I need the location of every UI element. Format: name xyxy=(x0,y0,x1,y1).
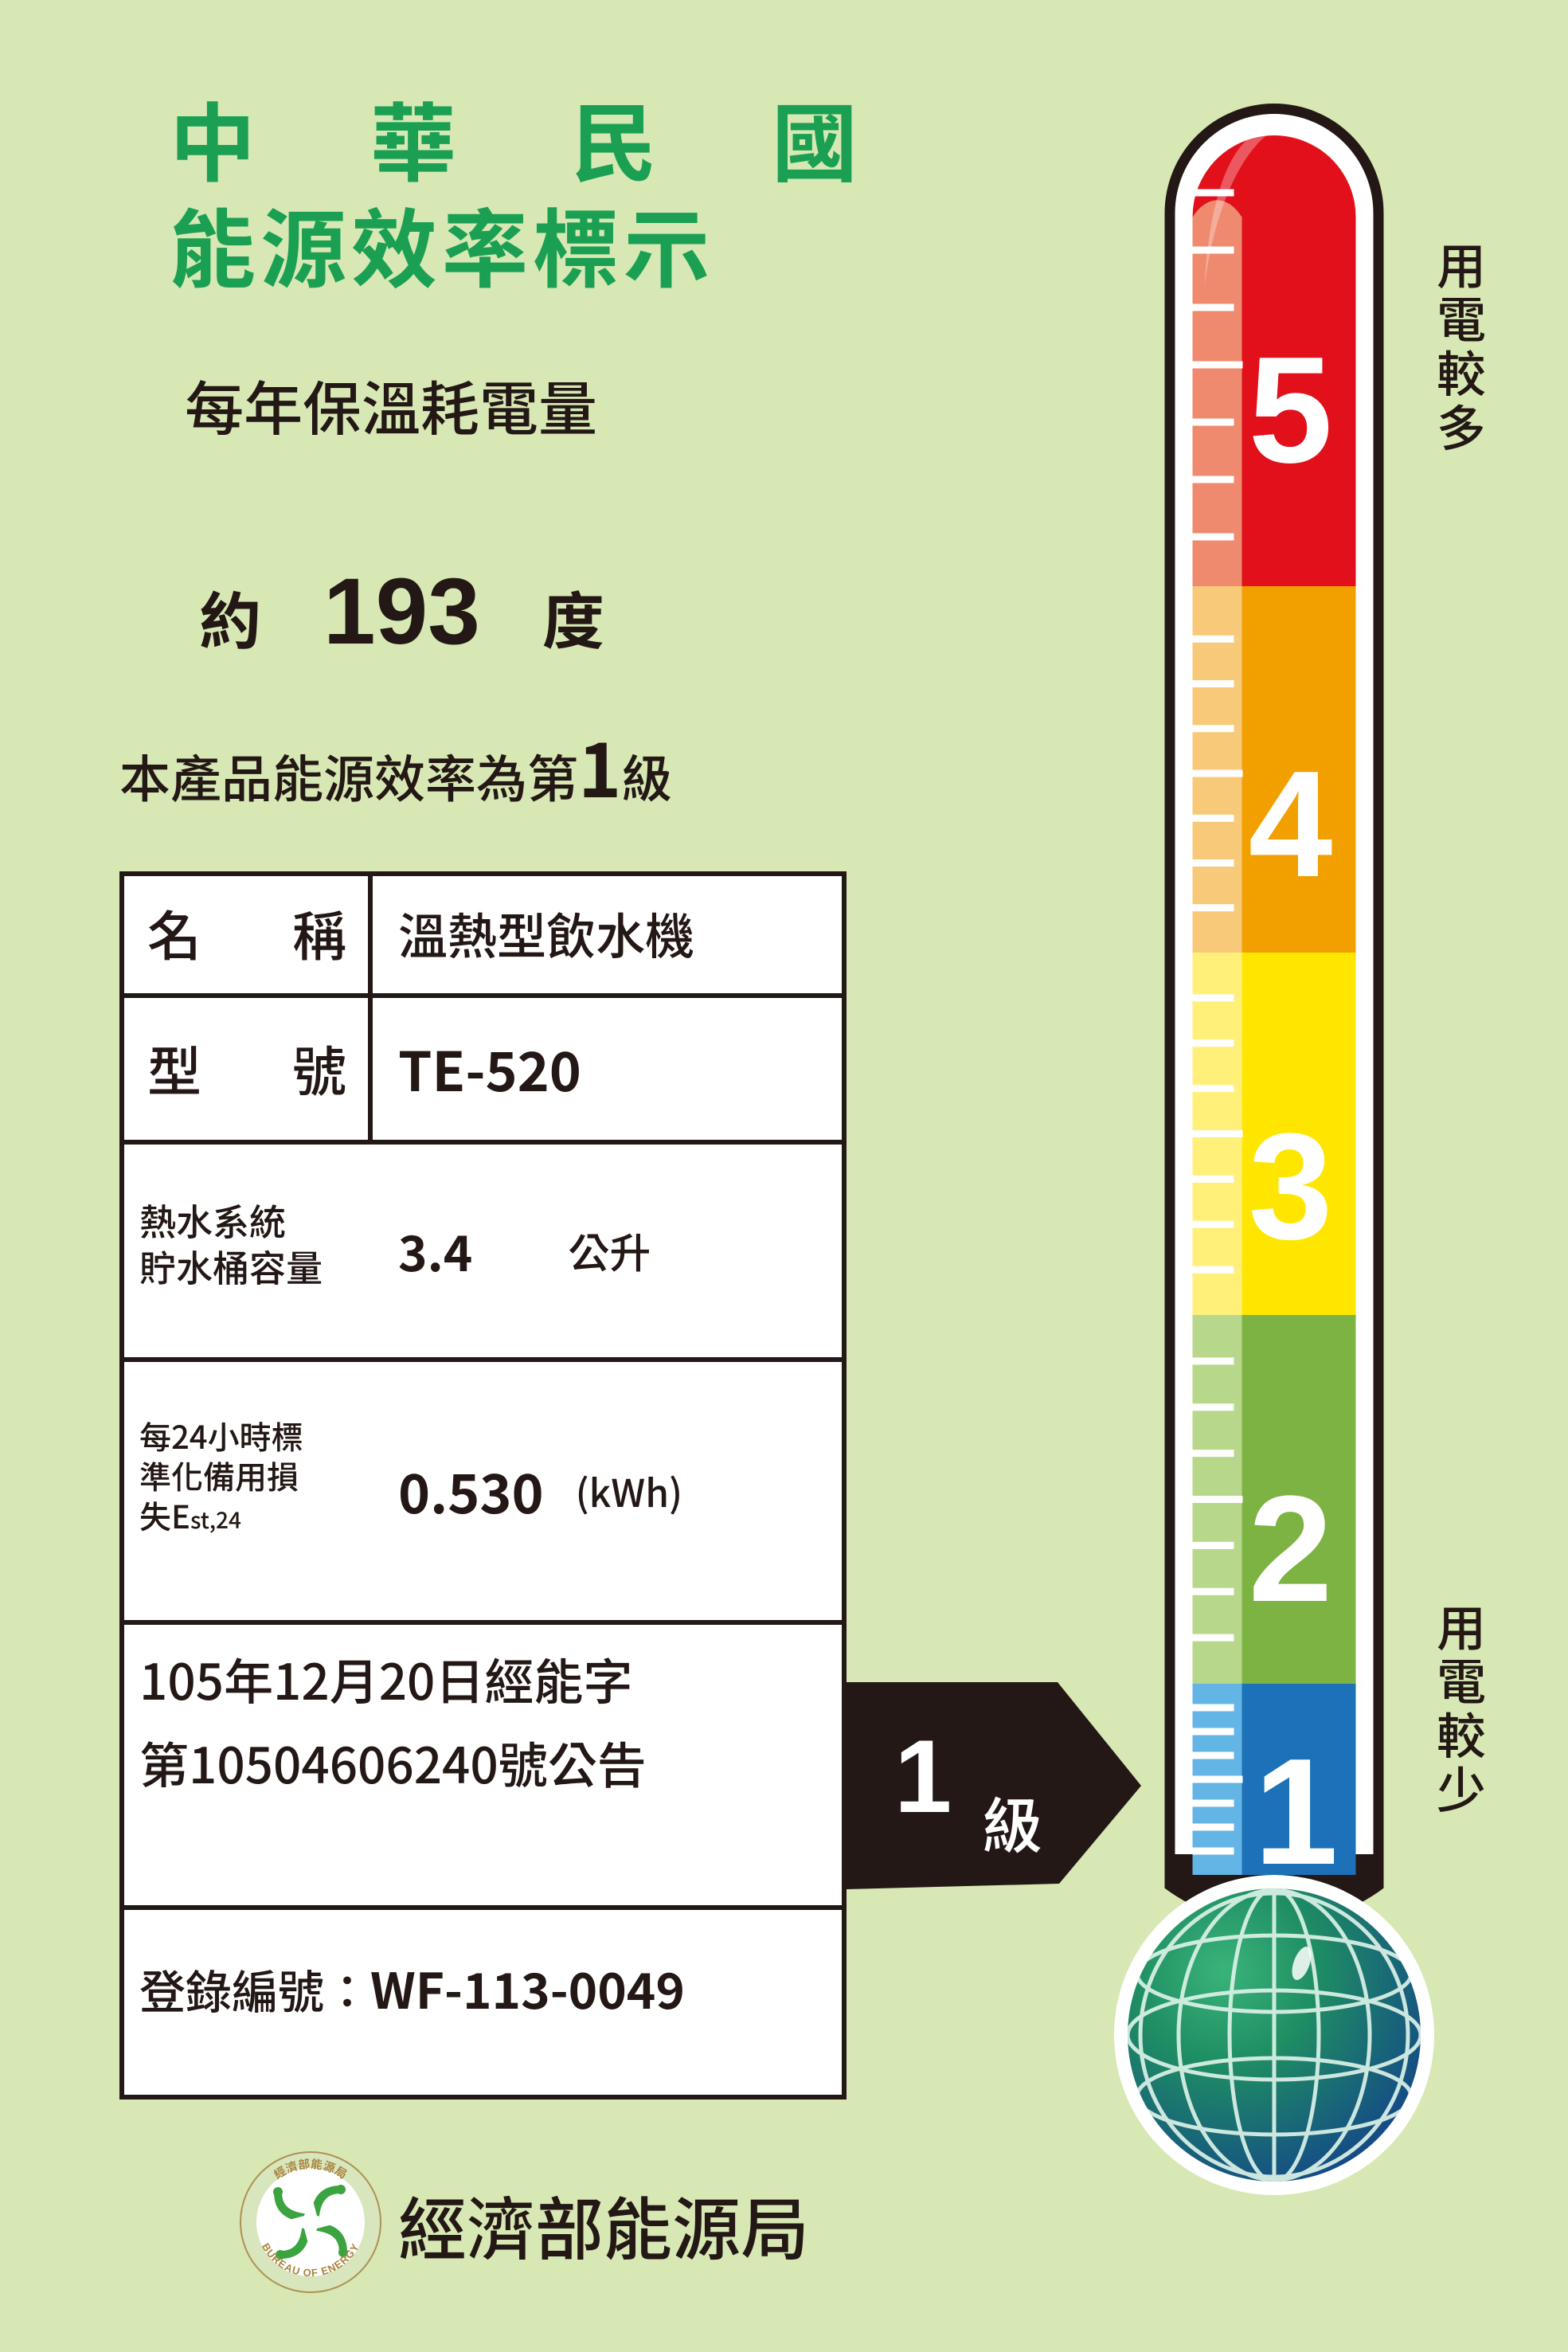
svg-text:3: 3 xyxy=(1248,1102,1332,1271)
svg-text:1: 1 xyxy=(894,1718,952,1834)
svg-text:5: 5 xyxy=(1248,326,1332,495)
svg-text:2: 2 xyxy=(1248,1465,1332,1634)
svg-text:級: 級 xyxy=(982,1778,1042,1865)
svg-text:4: 4 xyxy=(1248,740,1332,909)
svg-text:1: 1 xyxy=(1253,1728,1338,1896)
